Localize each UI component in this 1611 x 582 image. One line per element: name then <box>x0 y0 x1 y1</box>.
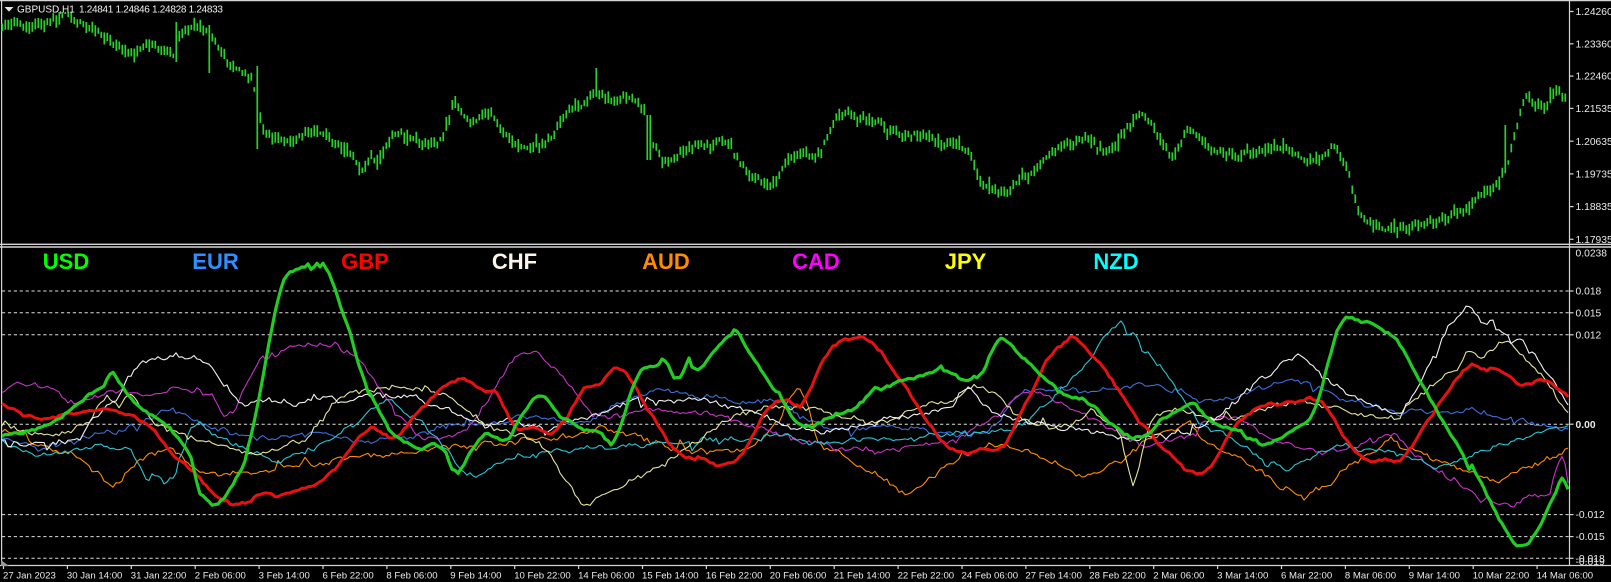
svg-text:10 Mar 22:00: 10 Mar 22:00 <box>1473 571 1530 582</box>
svg-text:JPY: JPY <box>945 249 987 274</box>
svg-text:8 Mar 06:00: 8 Mar 06:00 <box>1345 571 1396 582</box>
svg-text:9 Feb 14:00: 9 Feb 14:00 <box>450 571 501 582</box>
svg-text:-0.019: -0.019 <box>1576 557 1605 568</box>
svg-text:1.19735: 1.19735 <box>1576 170 1611 181</box>
svg-text:6 Feb 22:00: 6 Feb 22:00 <box>323 571 374 582</box>
svg-text:14 Mar 06:00: 14 Mar 06:00 <box>1537 571 1594 582</box>
svg-text:30 Jan 14:00: 30 Jan 14:00 <box>67 571 122 582</box>
svg-text:10 Feb 22:00: 10 Feb 22:00 <box>514 571 571 582</box>
svg-text:AUD: AUD <box>642 249 690 274</box>
svg-text:NZD: NZD <box>1093 249 1138 274</box>
svg-text:1.23360: 1.23360 <box>1576 39 1611 50</box>
svg-text:1.21535: 1.21535 <box>1576 104 1611 115</box>
svg-text:9 Mar 14:00: 9 Mar 14:00 <box>1409 571 1460 582</box>
svg-text:14 Feb 06:00: 14 Feb 06:00 <box>578 571 635 582</box>
svg-text:0.015: 0.015 <box>1576 308 1602 319</box>
svg-text:15 Feb 14:00: 15 Feb 14:00 <box>642 571 699 582</box>
svg-text:0.018: 0.018 <box>1576 287 1602 298</box>
svg-text:2 Mar 06:00: 2 Mar 06:00 <box>1153 571 1204 582</box>
svg-text:CHF: CHF <box>492 249 537 274</box>
svg-text:8 Feb 06:00: 8 Feb 06:00 <box>386 571 437 582</box>
svg-text:22 Feb 22:00: 22 Feb 22:00 <box>898 571 955 582</box>
svg-text:27 Jan 2023: 27 Jan 2023 <box>3 571 56 582</box>
svg-text:3 Mar 14:00: 3 Mar 14:00 <box>1217 571 1268 582</box>
svg-text:1.20635: 1.20635 <box>1576 137 1611 148</box>
svg-text:0.012: 0.012 <box>1576 330 1602 341</box>
svg-text:EUR: EUR <box>192 249 239 274</box>
svg-text:0.00: 0.00 <box>1576 420 1596 431</box>
svg-text:1.24841 1.24846 1.24828 1.2483: 1.24841 1.24846 1.24828 1.24833 <box>79 5 223 16</box>
svg-text:28 Feb 22:00: 28 Feb 22:00 <box>1089 571 1146 582</box>
svg-text:-0.012: -0.012 <box>1576 510 1605 521</box>
svg-text:GBP: GBP <box>341 249 389 274</box>
svg-text:20 Feb 06:00: 20 Feb 06:00 <box>770 571 827 582</box>
svg-text:24 Feb 06:00: 24 Feb 06:00 <box>962 571 1019 582</box>
svg-text:GBPUSD,H1: GBPUSD,H1 <box>17 5 75 16</box>
svg-text:27 Feb 14:00: 27 Feb 14:00 <box>1025 571 1082 582</box>
svg-text:1.18835: 1.18835 <box>1576 202 1611 213</box>
svg-text:21 Feb 14:00: 21 Feb 14:00 <box>834 571 891 582</box>
svg-text:6 Mar 22:00: 6 Mar 22:00 <box>1281 571 1332 582</box>
svg-text:-0.015: -0.015 <box>1576 532 1605 543</box>
svg-text:3 Feb 14:00: 3 Feb 14:00 <box>259 571 310 582</box>
svg-text:USD: USD <box>43 249 89 274</box>
svg-text:31 Jan 22:00: 31 Jan 22:00 <box>131 571 186 582</box>
svg-text:0.0238: 0.0238 <box>1576 248 1608 259</box>
svg-text:2 Feb 06:00: 2 Feb 06:00 <box>195 571 246 582</box>
svg-text:1.22460: 1.22460 <box>1576 72 1611 83</box>
svg-text:16 Feb 22:00: 16 Feb 22:00 <box>706 571 763 582</box>
svg-text:CAD: CAD <box>792 249 840 274</box>
svg-text:1.24260: 1.24260 <box>1576 7 1611 18</box>
svg-text:1.17935: 1.17935 <box>1576 235 1611 246</box>
svg-text:-0.018: -0.018 <box>1576 554 1605 565</box>
